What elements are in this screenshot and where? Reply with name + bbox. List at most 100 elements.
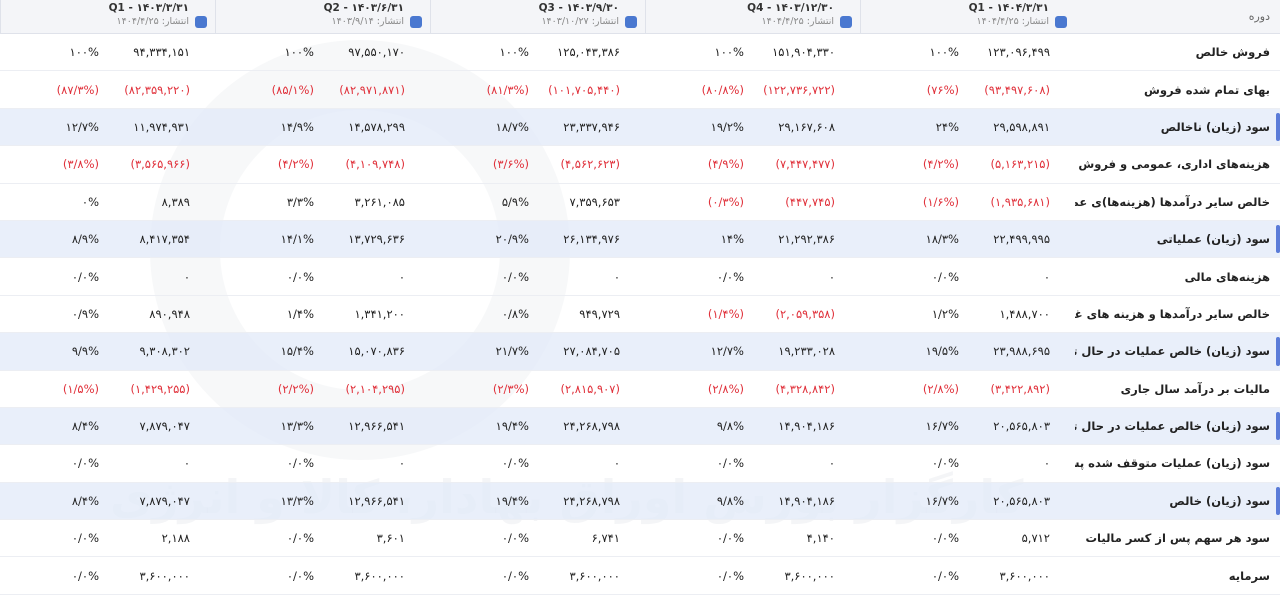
percent-cell: ۳/۳% xyxy=(215,184,320,220)
amount-cell: ۱۲,۹۶۶,۵۴۱ xyxy=(320,483,430,519)
amount-cell: ۳,۶۰۰,۰۰۰ xyxy=(750,557,860,593)
period-cell: (۷,۴۴۷,۴۷۷) (۴/۹%) xyxy=(645,146,860,182)
table-row: مالیات بر درآمد سال جاری (۳,۴۲۲,۸۹۲) (۲/۸%… xyxy=(0,371,1280,408)
amount: ۳,۶۰۱ xyxy=(376,531,405,546)
percent: ۲۱/۷% xyxy=(495,344,529,359)
amount-cell: ۰ xyxy=(105,445,215,481)
percent: ۱۳/۳% xyxy=(280,419,314,434)
period-cell: (۳,۴۲۲,۸۹۲) (۲/۸%) xyxy=(860,371,1075,407)
amount: ۰ xyxy=(183,456,190,471)
percent: ۰/۰% xyxy=(286,456,314,471)
publish-date: انتشار: ۱۴۰۴/۴/۲۵ xyxy=(116,16,189,27)
amount: ۳,۶۰۰,۰۰۰ xyxy=(999,568,1050,583)
amount-cell: ۰ xyxy=(750,445,860,481)
period-cell: ۰ ۰/۰% xyxy=(430,258,645,294)
amount: (۱۲۲,۷۳۶,۷۲۲) xyxy=(763,82,835,97)
amount-cell: ۳,۶۰۰,۰۰۰ xyxy=(535,557,645,593)
amount-cell: (۸۲,۹۷۱,۸۷۱) xyxy=(320,71,430,107)
period-cell: ۲۳,۹۸۸,۶۹۵ ۱۹/۵% xyxy=(860,333,1075,369)
percent: ۱۴/۱% xyxy=(280,232,314,247)
period-text: Q1 - ۱۴۰۴/۳/۳۱ انتشار: ۱۴۰۴/۴/۲۵ xyxy=(969,2,1049,29)
percent-cell: ۹/۸% xyxy=(645,408,750,444)
period-text: Q2 - ۱۴۰۳/۶/۳۱ انتشار: ۱۴۰۳/۹/۱۴ xyxy=(324,2,404,29)
amount: ۲,۱۸۸ xyxy=(161,531,190,546)
row-label: مالیات بر درآمد سال جاری xyxy=(1120,381,1270,396)
table-row: سود (زیان) عملیاتی ۲۲,۴۹۹,۹۹۵ ۱۸/۳% ۲۱,۲۹۲,… xyxy=(0,220,1280,259)
percent-cell: ۰/۹% xyxy=(0,296,105,332)
report-icon xyxy=(410,16,422,28)
amount-cell: ۰ xyxy=(535,258,645,294)
amount-cell: ۸,۴۱۷,۳۵۴ xyxy=(105,221,215,257)
percent-cell: ۱۸/۷% xyxy=(430,109,535,145)
percent: ۱۶/۷% xyxy=(925,419,959,434)
period-cell: (۴,۳۲۸,۸۴۲) (۲/۸%) xyxy=(645,371,860,407)
period-cell: ۱۴,۹۰۴,۱۸۶ ۹/۸% xyxy=(645,408,860,444)
report-icon xyxy=(840,16,852,28)
period-cell: ۰ ۰/۰% xyxy=(645,258,860,294)
table-row: بهای تمام شده فروش (۹۳,۴۹۷,۶۰۸) (۷۶%) (۱۲۲,… xyxy=(0,71,1280,109)
period-label: دوره xyxy=(1248,10,1270,23)
amount-cell: ۱,۴۸۸,۷۰۰ xyxy=(965,296,1075,332)
period-header: Q1 - ۱۴۰۳/۳/۳۱ انتشار: ۱۴۰۴/۴/۲۵ xyxy=(0,0,215,33)
percent: (۴/۲%) xyxy=(922,157,959,172)
amount-cell: ۳,۲۶۱,۰۸۵ xyxy=(320,184,430,220)
period-cell: ۰ ۰/۰% xyxy=(215,445,430,481)
percent-cell: ۱۹/۴% xyxy=(430,483,535,519)
row-label: سرمایه xyxy=(1228,568,1270,583)
percent: (۴/۹%) xyxy=(707,157,744,172)
percent-cell: (۸۷/۳%) xyxy=(0,71,105,107)
amount: ۵,۷۱۲ xyxy=(1021,531,1050,546)
period-cell: ۱۳,۷۲۹,۶۳۶ ۱۴/۱% xyxy=(215,221,430,257)
period-header: Q3 - ۱۴۰۳/۹/۳۰ انتشار: ۱۴۰۳/۱۰/۲۷ xyxy=(430,0,645,33)
amount-cell: (۲,۱۰۴,۲۹۵) xyxy=(320,371,430,407)
row-label: سود (زیان) عملیات متوقف شده پس از اثر ما… xyxy=(1075,456,1270,471)
amount: (۴,۱۰۹,۷۴۸) xyxy=(345,157,405,172)
amount: ۰ xyxy=(828,456,835,471)
percent: ۰/۰% xyxy=(71,568,99,583)
percent: (۲/۲%) xyxy=(277,381,314,396)
period-cell: (۲,۸۱۵,۹۰۷) (۲/۳%) xyxy=(430,371,645,407)
amount-cell: ۴,۱۴۰ xyxy=(750,520,860,556)
percent: ۹/۹% xyxy=(71,344,99,359)
period-cell: (۱۲۲,۷۳۶,۷۲۲) (۸۰/۸%) xyxy=(645,71,860,107)
table-row: سود (زیان) ناخالص ۲۹,۵۹۸,۸۹۱ ۲۴% ۲۹,۱۶۷,۶۰۸… xyxy=(0,108,1280,147)
percent: ۰/۰% xyxy=(71,531,99,546)
row-label: هزینه‌های مالی xyxy=(1184,269,1270,284)
period-header: Q1 - ۱۴۰۴/۳/۳۱ انتشار: ۱۴۰۴/۴/۲۵ xyxy=(860,0,1075,33)
publish-date: انتشار: ۱۴۰۴/۴/۲۵ xyxy=(976,16,1049,27)
amount-cell: ۱۲۵,۰۴۳,۳۸۶ xyxy=(535,34,645,70)
percent-cell: ۱۹/۵% xyxy=(860,333,965,369)
percent: (۸۷/۳%) xyxy=(56,82,99,97)
percent: (۲/۸%) xyxy=(707,381,744,396)
amount: ۱,۴۸۸,۷۰۰ xyxy=(999,306,1050,321)
amount-cell: (۷,۴۴۷,۴۷۷) xyxy=(750,146,860,182)
publish-date: انتشار: ۱۴۰۳/۱۰/۲۷ xyxy=(541,16,619,27)
period-cell: (۱,۹۳۵,۶۸۱) (۱/۶%) xyxy=(860,184,1075,220)
amount-cell: ۹۷,۵۵۰,۱۷۰ xyxy=(320,34,430,70)
percent: ۰/۰% xyxy=(501,456,529,471)
table-row: سود (زیان) عملیات متوقف شده پس از اثر ما… xyxy=(0,445,1280,483)
amount: ۱۹,۲۳۳,۰۲۸ xyxy=(778,344,835,359)
percent: (۲/۳%) xyxy=(492,381,529,396)
amount: ۷,۳۵۹,۶۵۳ xyxy=(569,194,620,209)
period-cell: ۲۱,۲۹۲,۳۸۶ ۱۴% xyxy=(645,221,860,257)
percent-cell: ۰/۸% xyxy=(430,296,535,332)
amount: ۴,۱۴۰ xyxy=(806,531,835,546)
amount: (۲,۱۰۴,۲۹۵) xyxy=(345,381,405,396)
percent-cell: ۰/۰% xyxy=(215,520,320,556)
amount-cell: ۸,۳۸۹ xyxy=(105,184,215,220)
percent-cell: ۰/۰% xyxy=(645,520,750,556)
amount-cell: ۳,۶۰۰,۰۰۰ xyxy=(105,557,215,593)
percent: ۲۰/۹% xyxy=(495,232,529,247)
percent: ۱۹/۴% xyxy=(495,493,529,508)
percent-cell: ۱۴% xyxy=(645,221,750,257)
amount: ۲۲,۴۹۹,۹۹۵ xyxy=(993,232,1050,247)
amount: ۳,۶۰۰,۰۰۰ xyxy=(569,568,620,583)
amount-cell: (۴,۳۲۸,۸۴۲) xyxy=(750,371,860,407)
amount-cell: ۰ xyxy=(320,258,430,294)
amount-cell: ۸۹۰,۹۴۸ xyxy=(105,296,215,332)
percent-cell: ۱۰۰% xyxy=(860,34,965,70)
percent: ۰/۰% xyxy=(501,269,529,284)
amount-cell: ۶,۷۴۱ xyxy=(535,520,645,556)
period-cell: ۱۲,۹۶۶,۵۴۱ ۱۳/۳% xyxy=(215,483,430,519)
